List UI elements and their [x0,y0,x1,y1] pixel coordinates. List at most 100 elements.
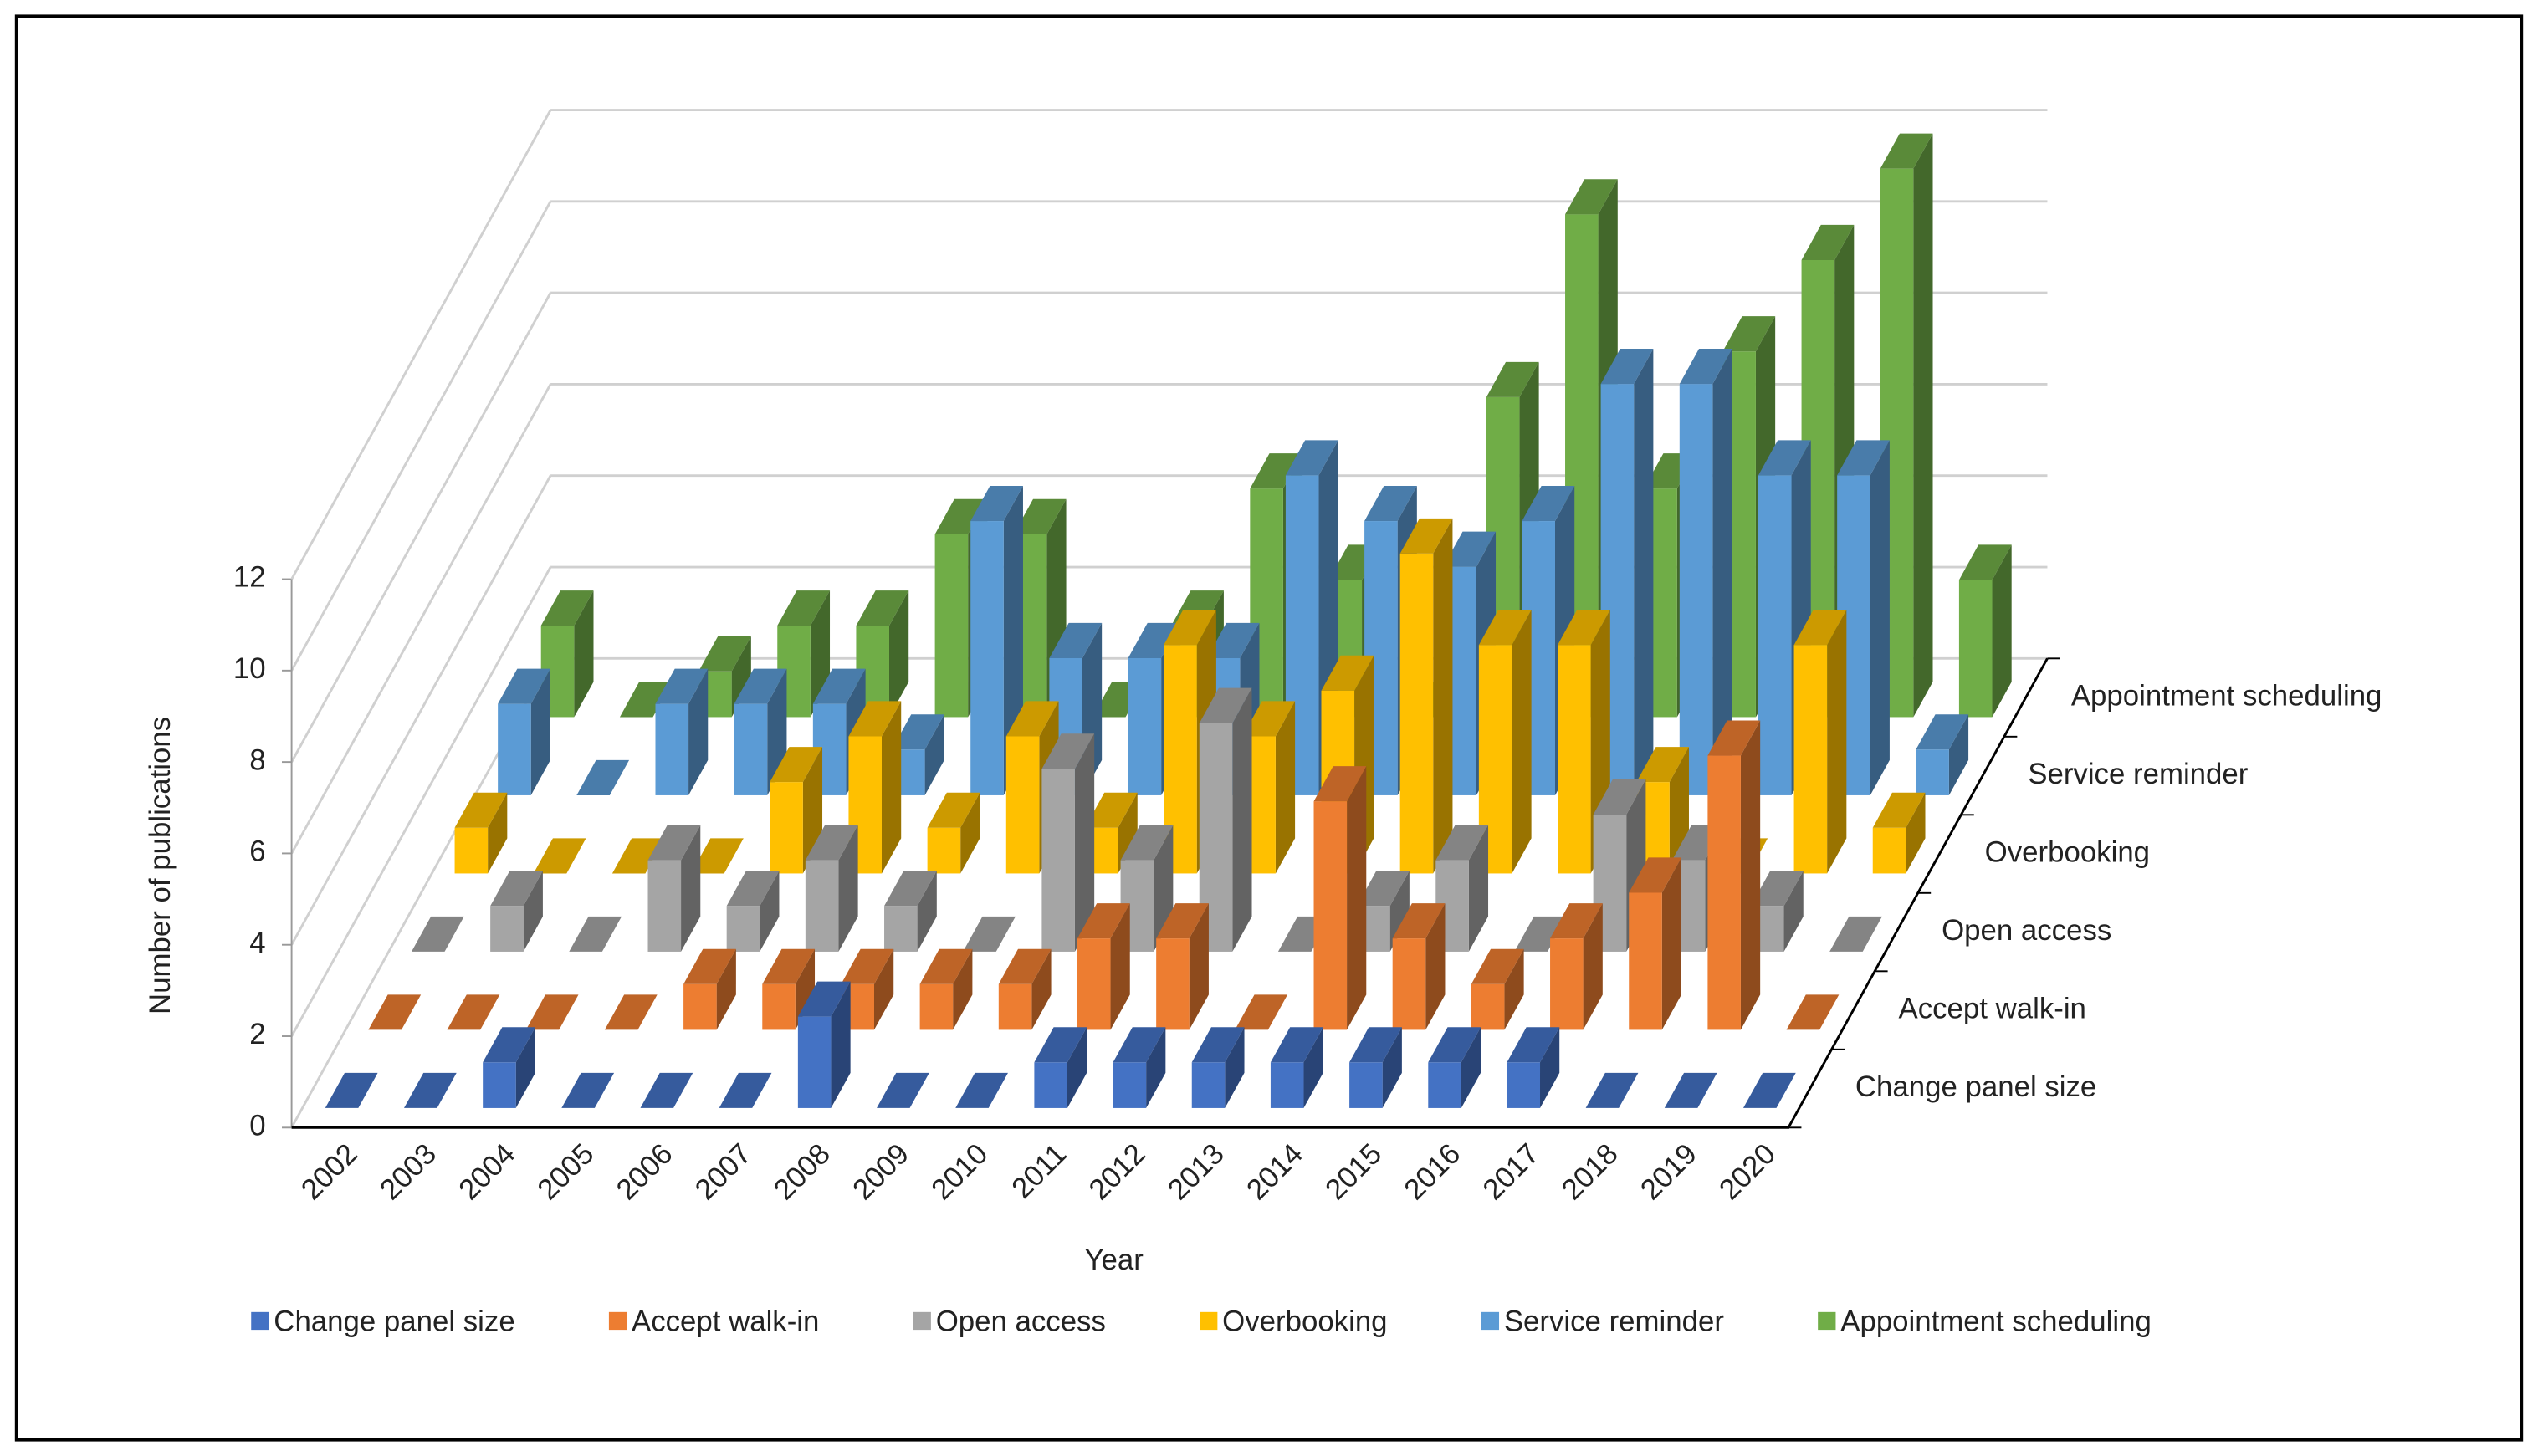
bar [490,906,524,952]
bar-top [325,1072,378,1108]
bar-top [1242,701,1296,737]
bar-top [1872,792,1926,828]
bar-top [841,948,894,984]
bar [1270,1062,1304,1108]
bar-side [838,825,858,952]
bar-top [1443,531,1497,567]
bar-top [770,747,823,783]
bar [1793,645,1828,874]
bar-side [1225,1027,1245,1108]
bar-top [1399,518,1453,554]
bar-side [1347,766,1367,1030]
bar [1005,736,1040,874]
bar-top [1285,440,1338,476]
y-tick-label: 12 [233,561,266,594]
bar-top [1357,871,1410,907]
bar [1707,755,1741,1030]
bar-top [1522,485,1575,522]
bar-side [681,825,701,952]
bar-top [1801,224,1855,260]
bar-top [892,714,944,750]
bar-top [498,668,550,704]
bar-top [1164,610,1216,646]
y-tick-label: 8 [249,743,265,776]
bar-side [1232,687,1252,952]
bar [1392,938,1426,1030]
bar-top [683,948,736,984]
bar-side [795,948,816,1030]
bar-top [1958,544,2012,580]
bar [927,827,961,874]
bar-top [1880,133,1933,169]
bar-side [1948,714,1969,795]
bar-top [970,485,1023,522]
bar-side [1461,1027,1481,1108]
bar-top [856,590,909,626]
row-label: Open access [1942,914,2111,947]
bar-top [797,981,851,1017]
bar-top [647,825,701,861]
grid-line [290,475,552,946]
bar [1191,1062,1226,1108]
legend-swatch [1818,1311,1836,1331]
bar-side [881,701,902,874]
bar-top [955,1072,1008,1108]
bar-top [1585,1072,1639,1108]
bar-side [1275,701,1296,874]
bar [1758,475,1792,795]
bar-side [1712,349,1732,795]
bar [655,703,689,795]
bar-top [1349,1027,1402,1063]
bar-top [1435,825,1489,861]
bar-top [525,994,579,1030]
bar-side [688,668,709,795]
y-tick-label: 4 [249,927,265,959]
bar-top [447,994,500,1030]
bar-top [540,590,594,626]
row-label: Change panel size [1855,1070,2096,1103]
bar-top [1270,1027,1323,1063]
bar-top [877,1072,929,1108]
bar-top [1600,349,1654,385]
bar-top [927,792,980,828]
bar-side [1827,610,1847,874]
bar [1128,657,1162,795]
bar-top [1235,994,1288,1030]
bar-side [874,948,894,1030]
bar [1428,1062,1461,1108]
bar-side [1468,825,1489,952]
bar [1629,892,1662,1030]
bar-top [1558,610,1610,646]
grid-line [290,566,552,1037]
bar-side [488,792,508,874]
bar-top [561,1072,615,1108]
bar [1034,1062,1067,1108]
legend-swatch [608,1311,627,1331]
bar-top [1392,903,1446,939]
bar-top [1199,687,1252,723]
bar [1916,749,1949,795]
y-tick-label: 2 [249,1018,265,1050]
bar [647,860,682,952]
bar-top [454,792,508,828]
bar [1507,1062,1541,1108]
bar [1313,801,1348,1030]
bar-top [1428,1027,1481,1063]
bar-side [1512,610,1532,874]
row-label: Appointment scheduling [2071,679,2382,712]
bar-top [1034,1027,1087,1063]
bar-top [1565,179,1618,215]
bar-top [726,871,780,907]
bar-top [1664,1072,1717,1108]
legend-label: Service reminder [1504,1305,1725,1338]
bar-top [691,838,744,874]
bar-top [1829,916,1882,952]
bar-top [1758,440,1811,476]
bar-top [848,701,902,737]
bar-side [1913,133,1933,718]
bar [483,1062,516,1108]
bar-top [1707,720,1761,756]
bar-top [1250,453,1303,489]
bar-side [574,590,594,718]
bar-side [1992,544,2012,718]
